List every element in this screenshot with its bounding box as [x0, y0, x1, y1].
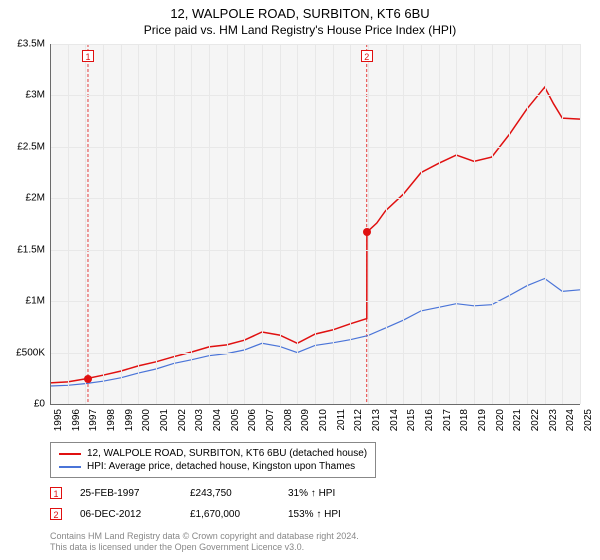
gridline-vertical [209, 44, 210, 404]
gridline-vertical [227, 44, 228, 404]
xtick-label: 2015 [406, 409, 417, 431]
xtick-label: 2010 [318, 409, 329, 431]
gridline-vertical [244, 44, 245, 404]
sale-1-date: 25-FEB-1997 [80, 488, 172, 499]
sale-2-price: £1,670,000 [190, 509, 270, 520]
ytick-label: £2M [26, 193, 45, 204]
xtick-label: 1997 [88, 409, 99, 431]
xtick-label: 2019 [477, 409, 488, 431]
xtick-label: 2022 [530, 409, 541, 431]
ytick-label: £3M [26, 90, 45, 101]
ytick-label: £3.5M [17, 39, 45, 50]
gridline-vertical [456, 44, 457, 404]
gridline-horizontal [50, 404, 580, 405]
gridline-vertical [138, 44, 139, 404]
xtick-label: 1995 [53, 409, 64, 431]
xtick-label: 2016 [424, 409, 435, 431]
gridline-vertical [85, 44, 86, 404]
gridline-vertical [103, 44, 104, 404]
xtick-label: 2021 [512, 409, 523, 431]
xtick-label: 2000 [141, 409, 152, 431]
ytick-label: £2.5M [17, 141, 45, 152]
gridline-vertical [492, 44, 493, 404]
xtick-label: 2001 [159, 409, 170, 431]
legend-box: 12, WALPOLE ROAD, SURBITON, KT6 6BU (det… [50, 442, 376, 478]
attribution-text: Contains HM Land Registry data © Crown c… [50, 531, 359, 554]
sale-row-1: 1 25-FEB-1997 £243,750 31% ↑ HPI [50, 487, 358, 499]
xtick-label: 2011 [336, 409, 347, 431]
gridline-vertical [262, 44, 263, 404]
gridline-vertical [191, 44, 192, 404]
gridline-vertical [439, 44, 440, 404]
xtick-label: 2014 [389, 409, 400, 431]
attribution-line-1: Contains HM Land Registry data © Crown c… [50, 531, 359, 542]
legend-row: HPI: Average price, detached house, King… [59, 460, 367, 473]
sale-marker-box: 1 [82, 50, 94, 62]
sale-1-pct: 31% ↑ HPI [288, 488, 358, 499]
gridline-vertical [156, 44, 157, 404]
gridline-vertical [386, 44, 387, 404]
chart-plot-area: £0£500K£1M£1.5M£2M£2.5M£3M£3.5M199519961… [50, 44, 580, 404]
sale-dot [363, 228, 371, 236]
gridline-vertical [403, 44, 404, 404]
ytick-label: £500K [16, 347, 45, 358]
legend-swatch [59, 466, 81, 468]
gridline-vertical [509, 44, 510, 404]
xtick-label: 2018 [459, 409, 470, 431]
xtick-label: 2004 [212, 409, 223, 431]
xtick-label: 1998 [106, 409, 117, 431]
xtick-label: 2008 [283, 409, 294, 431]
legend-row: 12, WALPOLE ROAD, SURBITON, KT6 6BU (det… [59, 447, 367, 460]
ytick-label: £1M [26, 296, 45, 307]
legend-swatch [59, 453, 81, 455]
gridline-vertical [68, 44, 69, 404]
gridline-vertical [421, 44, 422, 404]
gridline-vertical [527, 44, 528, 404]
xtick-label: 1996 [71, 409, 82, 431]
xtick-label: 2020 [495, 409, 506, 431]
sale-marker-1-icon: 1 [50, 487, 62, 499]
gridline-vertical [545, 44, 546, 404]
gridline-vertical [333, 44, 334, 404]
title-subtitle: Price paid vs. HM Land Registry's House … [0, 21, 600, 37]
gridline-vertical [315, 44, 316, 404]
gridline-vertical [474, 44, 475, 404]
xtick-label: 2023 [548, 409, 559, 431]
xtick-label: 1999 [124, 409, 135, 431]
xtick-label: 2006 [247, 409, 258, 431]
gridline-vertical [350, 44, 351, 404]
ytick-label: £1.5M [17, 244, 45, 255]
sale-dot [84, 375, 92, 383]
xtick-label: 2025 [583, 409, 594, 431]
title-address: 12, WALPOLE ROAD, SURBITON, KT6 6BU [0, 0, 600, 21]
sale-2-pct: 153% ↑ HPI [288, 509, 358, 520]
xtick-label: 2013 [371, 409, 382, 431]
xtick-label: 2003 [194, 409, 205, 431]
xtick-label: 2012 [353, 409, 364, 431]
gridline-vertical [562, 44, 563, 404]
xtick-label: 2017 [442, 409, 453, 431]
xtick-label: 2024 [565, 409, 576, 431]
gridline-vertical [368, 44, 369, 404]
y-axis-line [50, 44, 51, 404]
sale-marker-2-icon: 2 [50, 508, 62, 520]
xtick-label: 2009 [300, 409, 311, 431]
gridline-vertical [174, 44, 175, 404]
legend-label: 12, WALPOLE ROAD, SURBITON, KT6 6BU (det… [87, 448, 367, 459]
legend-label: HPI: Average price, detached house, King… [87, 461, 355, 472]
gridline-vertical [297, 44, 298, 404]
sale-2-date: 06-DEC-2012 [80, 509, 172, 520]
gridline-vertical [121, 44, 122, 404]
chart-container: 12, WALPOLE ROAD, SURBITON, KT6 6BU Pric… [0, 0, 600, 560]
gridline-vertical [280, 44, 281, 404]
gridline-vertical [580, 44, 581, 404]
attribution-line-2: This data is licensed under the Open Gov… [50, 542, 359, 553]
sale-marker-box: 2 [361, 50, 373, 62]
xtick-label: 2005 [230, 409, 241, 431]
xtick-label: 2002 [177, 409, 188, 431]
xtick-label: 2007 [265, 409, 276, 431]
sale-row-2: 2 06-DEC-2012 £1,670,000 153% ↑ HPI [50, 508, 358, 520]
sale-1-price: £243,750 [190, 488, 270, 499]
ytick-label: £0 [34, 399, 45, 410]
